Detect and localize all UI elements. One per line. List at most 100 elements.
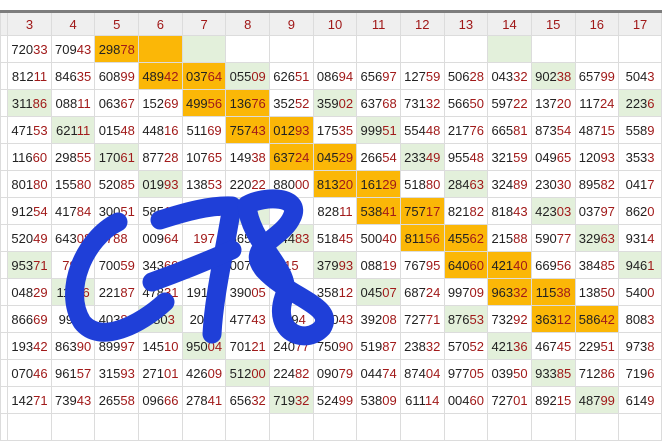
grid-cell[interactable]: 04965 bbox=[530, 143, 576, 171]
grid-cell[interactable]: 75717 bbox=[399, 197, 445, 225]
grid-cell[interactable]: 19342 bbox=[7, 332, 52, 360]
grid-cell[interactable]: 09666 bbox=[138, 386, 183, 414]
column-header[interactable]: 11 bbox=[356, 10, 401, 36]
grid-cell[interactable]: 07046 bbox=[7, 359, 52, 387]
grid-cell[interactable]: 6149 bbox=[618, 386, 662, 414]
column-header[interactable]: 15 bbox=[530, 10, 576, 36]
grid-cell[interactable]: 24483 bbox=[269, 224, 314, 252]
grid-cell[interactable]: 09079 bbox=[312, 359, 358, 387]
grid-cell[interactable]: 01548 bbox=[94, 116, 140, 144]
grid-cell[interactable]: 89215 bbox=[530, 386, 576, 414]
grid-cell[interactable]: 95371 bbox=[7, 251, 52, 279]
grid-cell[interactable]: 32159 bbox=[487, 143, 532, 171]
grid-cell[interactable]: 40389 bbox=[94, 305, 140, 333]
grid-cell[interactable]: 52049 bbox=[7, 224, 52, 252]
grid-cell[interactable]: 10765 bbox=[181, 143, 227, 171]
grid-cell[interactable]: 08811 bbox=[50, 89, 96, 117]
grid-cell[interactable]: 15269 bbox=[138, 89, 183, 117]
grid-cell[interactable]: 27101 bbox=[138, 359, 183, 387]
grid-cell[interactable]: 99951 bbox=[356, 116, 401, 144]
grid-cell[interactable] bbox=[574, 413, 620, 441]
grid-cell[interactable]: 11116 bbox=[50, 278, 96, 306]
grid-cell[interactable]: 17061 bbox=[94, 143, 140, 171]
grid-cell[interactable]: 44816 bbox=[138, 116, 183, 144]
grid-cell[interactable] bbox=[487, 413, 532, 441]
grid-cell[interactable]: 15 bbox=[269, 251, 314, 279]
grid-cell[interactable]: 62651 bbox=[269, 62, 314, 90]
grid-cell[interactable] bbox=[487, 35, 532, 63]
grid-cell[interactable] bbox=[181, 413, 227, 441]
grid-cell[interactable]: 86390 bbox=[50, 332, 96, 360]
grid-cell[interactable]: 81211 bbox=[7, 62, 52, 90]
grid-cell[interactable]: 73132 bbox=[399, 89, 445, 117]
grid-cell[interactable]: 63 bbox=[181, 251, 227, 279]
grid-cell[interactable]: 95004 bbox=[181, 332, 227, 360]
grid-cell[interactable]: 99709 bbox=[443, 278, 489, 306]
grid-cell[interactable]: 95548 bbox=[443, 143, 489, 171]
grid-cell[interactable]: 28463 bbox=[443, 170, 489, 198]
grid-cell[interactable]: 22951 bbox=[574, 332, 620, 360]
grid-cell[interactable]: 01293 bbox=[269, 116, 314, 144]
grid-cell[interactable]: 39208 bbox=[356, 305, 401, 333]
grid-cell[interactable]: 8083 bbox=[618, 305, 662, 333]
grid-cell[interactable]: 50628 bbox=[443, 62, 489, 90]
grid-cell[interactable] bbox=[618, 413, 662, 441]
grid-cell[interactable]: 68724 bbox=[399, 278, 445, 306]
grid-cell[interactable]: 03950 bbox=[487, 359, 532, 387]
column-header[interactable]: 6 bbox=[138, 10, 183, 36]
grid-cell[interactable] bbox=[356, 413, 401, 441]
grid-cell[interactable]: 48799 bbox=[574, 386, 620, 414]
grid-cell[interactable]: 35902 bbox=[312, 89, 358, 117]
grid-cell[interactable]: 11724 bbox=[574, 89, 620, 117]
grid-cell[interactable] bbox=[618, 35, 662, 63]
grid-cell[interactable]: 42303 bbox=[530, 197, 576, 225]
grid-cell[interactable]: 9738 bbox=[618, 332, 662, 360]
grid-cell[interactable]: 65697 bbox=[356, 62, 401, 90]
grid-cell[interactable]: 15580 bbox=[50, 170, 96, 198]
grid-cell[interactable]: 70943 bbox=[50, 35, 96, 63]
grid-cell[interactable] bbox=[181, 35, 227, 63]
grid-cell[interactable]: 55448 bbox=[399, 116, 445, 144]
grid-cell[interactable]: 89582 bbox=[574, 170, 620, 198]
grid-cell[interactable]: 72771 bbox=[399, 305, 445, 333]
grid-cell[interactable]: 97616 bbox=[181, 197, 227, 225]
grid-cell[interactable]: 81320 bbox=[312, 170, 358, 198]
grid-cell[interactable]: 84635 bbox=[50, 62, 96, 90]
grid-cell[interactable] bbox=[138, 35, 183, 63]
grid-cell[interactable]: 12759 bbox=[399, 62, 445, 90]
grid-cell[interactable]: 38485 bbox=[574, 251, 620, 279]
grid-cell[interactable]: 48942 bbox=[138, 62, 183, 90]
grid-cell[interactable]: 13853 bbox=[181, 170, 227, 198]
grid-cell[interactable]: 71286 bbox=[574, 359, 620, 387]
grid-cell[interactable]: 37993 bbox=[312, 251, 358, 279]
grid-cell[interactable] bbox=[312, 35, 358, 63]
grid-cell[interactable]: 90238 bbox=[530, 62, 576, 90]
grid-cell[interactable]: 66581 bbox=[487, 116, 532, 144]
grid-cell[interactable]: 03764 bbox=[181, 62, 227, 90]
grid-cell[interactable] bbox=[443, 35, 489, 63]
column-header[interactable]: 14 bbox=[487, 10, 532, 36]
grid-cell[interactable]: 05509 bbox=[225, 62, 271, 90]
grid-cell[interactable]: 82811 bbox=[312, 197, 358, 225]
grid-cell[interactable] bbox=[269, 35, 314, 63]
grid-cell[interactable]: 42136 bbox=[487, 332, 532, 360]
grid-cell[interactable]: 01993 bbox=[138, 170, 183, 198]
grid-cell[interactable]: 31593 bbox=[94, 359, 140, 387]
grid-cell[interactable]: 12093 bbox=[574, 143, 620, 171]
grid-cell[interactable]: 75743 bbox=[225, 116, 271, 144]
grid-cell[interactable]: 51880 bbox=[399, 170, 445, 198]
grid-cell[interactable]: 3801 bbox=[269, 278, 314, 306]
grid-cell[interactable]: 89997 bbox=[94, 332, 140, 360]
column-header[interactable]: 4 bbox=[50, 10, 96, 36]
grid-cell[interactable] bbox=[138, 413, 183, 441]
grid-cell[interactable]: 36312 bbox=[530, 305, 576, 333]
grid-cell[interactable]: 56650 bbox=[443, 89, 489, 117]
grid-cell[interactable]: 72033 bbox=[7, 35, 52, 63]
grid-cell[interactable]: 96332 bbox=[487, 278, 532, 306]
grid-cell[interactable]: 41784 bbox=[50, 197, 96, 225]
grid-cell[interactable]: 47153 bbox=[7, 116, 52, 144]
grid-cell[interactable]: 97705 bbox=[443, 359, 489, 387]
grid-cell[interactable]: 71932 bbox=[269, 386, 314, 414]
grid-cell[interactable]: 81156 bbox=[399, 224, 445, 252]
grid-cell[interactable]: 70059 bbox=[94, 251, 140, 279]
